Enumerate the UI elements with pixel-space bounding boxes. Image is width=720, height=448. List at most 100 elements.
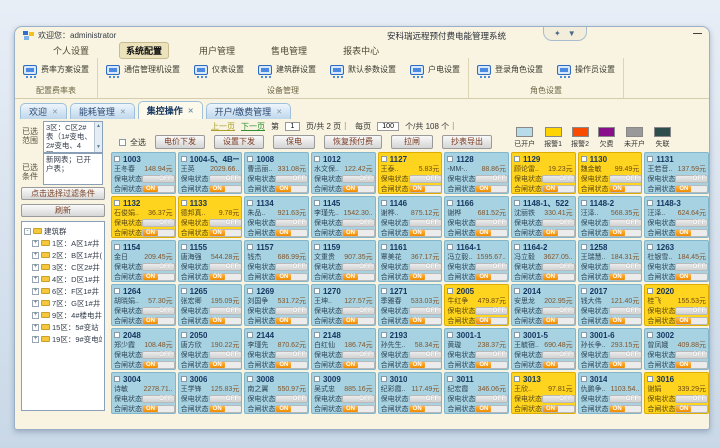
per-page-input[interactable] [377,122,400,131]
card-checkbox[interactable] [114,200,120,206]
ribbon-button[interactable]: 建筑群设置 [258,64,316,78]
hezha-toggle[interactable]: ON [675,405,708,413]
scroll-down-icon[interactable]: ▼ [96,144,101,150]
baodian-toggle[interactable]: OFF [275,175,308,183]
card-checkbox[interactable] [247,244,254,250]
tree-item[interactable]: + 3区：C区2#井（1#变 [24,261,102,273]
card-checkbox[interactable] [180,244,187,250]
baodian-toggle[interactable]: OFF [208,395,242,403]
meter-card[interactable]: 1128 -MM-.. 88.86元 保电状态 OFF [444,152,509,194]
baodian-toggle[interactable]: OFF [541,395,575,403]
hezha-toggle[interactable]: ON [475,317,508,325]
baodian-toggle[interactable]: OFF [208,351,242,359]
hezha-toggle[interactable]: ON [608,185,642,193]
meter-card[interactable]: 1159 文重贵 907.35元 保电状态 OFF [310,240,376,282]
card-checkbox[interactable] [313,288,320,294]
hezha-toggle[interactable]: ON [208,317,242,325]
meter-card[interactable]: 3001-1 黄璇 238.37元 保电状态 OFF [444,328,509,370]
baodian-toggle[interactable]: OFF [208,263,242,271]
baodian-toggle[interactable]: OFF [142,395,175,403]
baodian-toggle[interactable]: OFF [541,263,575,271]
hezha-toggle[interactable]: ON [275,229,308,237]
skin-icon[interactable]: ✦ [554,29,561,38]
tree-item[interactable]: + 4区：D区1#井（D区1 [24,273,102,285]
card-checkbox[interactable] [447,200,454,206]
hezha-toggle[interactable]: ON [608,405,642,413]
meter-card[interactable]: 2193 孙先生.. 58.34元 保电状态 OFF [377,328,443,370]
selected-range-listbox[interactable]: 3区：C区2#表（1#变电、2#变电、4区… ▲ ▼ [43,121,103,153]
meter-card[interactable]: 1264 胡晓娟.. 57.30元 保电状态 OFF [111,284,176,326]
ribbon-button[interactable]: 户电设置 [410,64,460,78]
baodian-toggle[interactable]: OFF [675,263,708,271]
meter-card[interactable]: 1164-2 冯立毅 3627.05.. 保电状态 OFF [510,240,576,282]
baodian-toggle[interactable]: OFF [275,219,308,227]
baodian-toggle[interactable]: OFF [142,175,175,183]
hezha-toggle[interactable]: ON [408,361,442,369]
select-all-checkbox[interactable] [119,138,126,146]
baodian-toggle[interactable]: OFF [341,351,375,359]
hezha-toggle[interactable]: ON [475,229,508,237]
document-tab[interactable]: 开户/缴费管理 ✕ [205,103,292,119]
meter-card[interactable]: 1258 王瑞慧.. 184.31元 保电状态 OFF [577,240,643,282]
baodian-toggle[interactable]: OFF [541,351,575,359]
card-checkbox[interactable] [580,332,587,338]
card-checkbox[interactable] [447,332,454,338]
hezha-toggle[interactable]: ON [341,317,375,325]
baodian-toggle[interactable]: OFF [541,219,575,227]
card-checkbox[interactable] [380,244,387,250]
meter-card[interactable]: 1146 谢桦.. 875.12元 保电状态 OFF [377,196,443,238]
card-checkbox[interactable] [313,332,320,338]
meter-card[interactable]: 3006 王学锋 125.83元 保电状态 OFF [177,372,243,414]
meter-card[interactable]: 3008 南之翼 550.97元 保电状态 OFF [244,372,309,414]
card-checkbox[interactable] [247,200,254,206]
card-checkbox[interactable] [380,156,387,162]
hezha-toggle[interactable]: ON [408,273,442,281]
chevron-down-icon[interactable]: ▼ [567,29,576,38]
meter-card[interactable]: 2020 桂飞 155.53元 保电状态 OFF [644,284,709,326]
baodian-toggle[interactable]: OFF [341,175,375,183]
card-checkbox[interactable] [647,332,654,338]
meter-card[interactable]: 1263 杜银雪.. 184.45元 保电状态 OFF [644,240,709,282]
meter-card[interactable]: 1155 唐海强 544.28元 保电状态 OFF [177,240,243,282]
hezha-toggle[interactable]: ON [608,361,642,369]
card-checkbox[interactable] [114,244,120,250]
hezha-toggle[interactable]: ON [541,185,575,193]
meter-card[interactable]: 1008 曹迅丽.. 331.08元 保电状态 OFF [244,152,309,194]
toolbar-button[interactable]: 电价下发 [155,135,205,149]
card-checkbox[interactable] [180,200,187,206]
hezha-toggle[interactable]: ON [675,317,708,325]
meter-card[interactable]: 1271 季雅春 533.03元 保电状态 OFF [377,284,443,326]
card-checkbox[interactable] [313,376,320,382]
refresh-button[interactable]: 刷新 [21,204,105,217]
meter-card[interactable]: 1270 王坤.. 127.57元 保电状态 OFF [310,284,376,326]
card-checkbox[interactable] [380,200,387,206]
hezha-toggle[interactable]: ON [608,273,642,281]
hezha-toggle[interactable]: ON [608,317,642,325]
tab-close-icon[interactable]: ✕ [187,107,194,115]
ribbon-button[interactable]: 操作员设置 [557,64,615,78]
tree-root[interactable]: - 建筑群 [24,225,102,237]
meter-card[interactable]: 1148-2 汪泽.. 568.35元 保电状态 OFF [577,196,643,238]
hezha-toggle[interactable]: ON [275,361,308,369]
baodian-toggle[interactable]: OFF [275,395,308,403]
expand-icon[interactable]: + [32,263,39,271]
meter-card[interactable]: 1148-1、522 沈丽铁 330.41元 保电状态 OFF [510,196,576,238]
card-checkbox[interactable] [247,288,254,294]
card-checkbox[interactable] [380,376,387,382]
expand-icon[interactable]: + [32,275,39,283]
tree-item[interactable]: + 9区：4#楼电井（4#楼 [24,309,102,321]
hezha-toggle[interactable]: ON [541,405,575,413]
baodian-toggle[interactable]: OFF [675,175,708,183]
hezha-toggle[interactable]: ON [675,273,708,281]
skin-picker[interactable]: ✦ ▼ [543,27,587,41]
ribbon-button[interactable]: 默认参数设置 [330,64,396,78]
menu-item[interactable]: 售电管理 [271,46,308,56]
expand-icon[interactable]: + [32,239,39,247]
hezha-toggle[interactable]: ON [275,185,308,193]
scroll-up-icon[interactable]: ▲ [96,123,101,129]
meter-card[interactable]: 1161 覃美花 367.17元 保电状态 OFF [377,240,443,282]
card-checkbox[interactable] [580,288,587,294]
expand-icon[interactable]: + [32,299,39,307]
baodian-toggle[interactable]: OFF [608,175,642,183]
meter-card[interactable]: 3011 纪宏霞 346.06元 保电状态 OFF [444,372,509,414]
